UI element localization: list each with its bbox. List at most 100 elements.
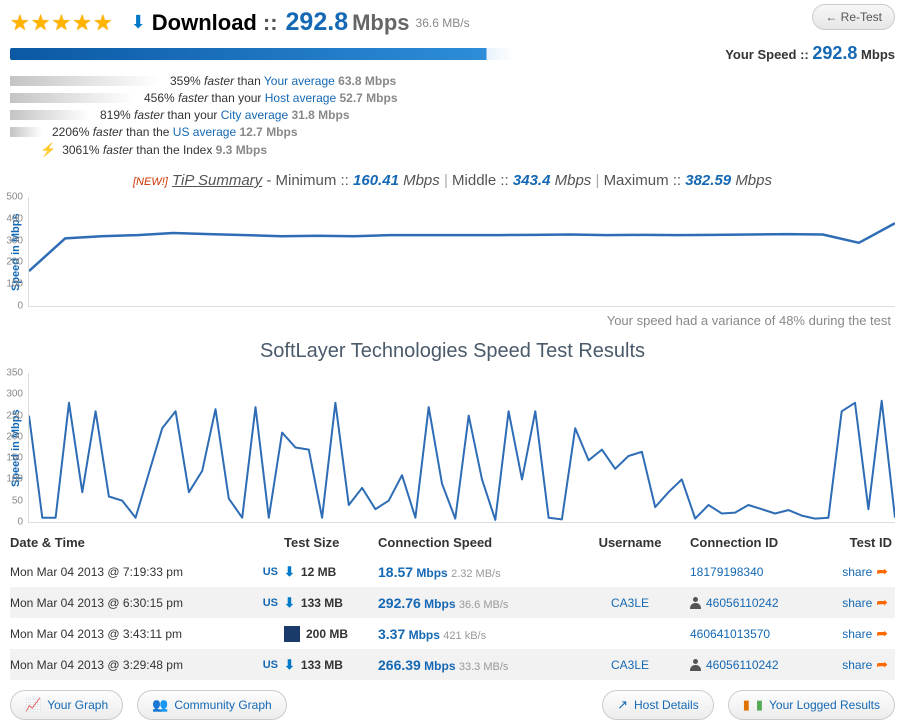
index-than: than the Index (136, 143, 212, 157)
th-connid[interactable]: Connection ID (690, 535, 818, 550)
comparison-row: 819% faster than your City average 31.8 … (10, 108, 895, 122)
tip-min-label: Minimum :: (276, 172, 349, 189)
your-graph-button[interactable]: 📈 Your Graph (10, 690, 123, 720)
table-body: Mon Mar 04 2013 @ 7:19:33 pmUS⬇ 12 MB18.… (10, 556, 895, 680)
share-icon: ➦ (876, 594, 888, 611)
comparison-text: 2206% faster than the US average 12.7 Mb… (52, 125, 298, 139)
bottom-buttons: 📈 Your Graph 👥 Community Graph ↗ Host De… (10, 690, 895, 720)
th-connspeed[interactable]: Connection Speed (378, 535, 570, 550)
tip-max-label: Maximum :: (604, 172, 682, 189)
history-chart: Speed in Mbps 050100150200250300350 (10, 373, 895, 523)
share-icon: ➦ (876, 563, 888, 580)
your-speed-value: 292.8 (812, 43, 857, 63)
cell-datetime: Mon Mar 04 2013 @ 3:43:11 pm (10, 627, 240, 641)
table-header: Date & Time Test Size Connection Speed U… (10, 529, 895, 556)
cell-username[interactable]: CA3LE (570, 658, 690, 672)
cell-speed: 292.76 Mbps 36.6 MB/s (378, 595, 570, 611)
bar-chart-icon: ▮ (743, 697, 750, 713)
separator: :: (263, 10, 278, 36)
rating-stars: ★ ★ ★ ★ ★ (10, 10, 113, 36)
th-datetime[interactable]: Date & Time (10, 535, 240, 550)
table-row: Mon Mar 04 2013 @ 3:43:11 pm 200 MB3.37 … (10, 618, 895, 649)
community-graph-button[interactable]: 👥 Community Graph (137, 690, 287, 720)
speed-bar-row: Your Speed :: 292.8 Mbps (10, 43, 895, 64)
star-icon: ★ (72, 10, 92, 36)
share-icon: ➦ (876, 625, 888, 642)
index-word: faster (103, 143, 133, 157)
retest-button[interactable]: ← Re-Test (812, 4, 895, 30)
host-details-label: Host Details (634, 698, 699, 712)
cell-share[interactable]: share ➦ (818, 656, 892, 673)
download-label: Download (152, 10, 257, 36)
th-username[interactable]: Username (570, 535, 690, 550)
your-speed-unit: Mbps (861, 47, 895, 62)
cell-username[interactable]: CA3LE (570, 596, 690, 610)
comparisons: 359% faster than Your average 63.8 Mbps 4… (10, 74, 895, 139)
comparison-row: 2206% faster than the US average 12.7 Mb… (10, 125, 895, 139)
share-icon: ➦ (876, 656, 888, 673)
comparison-text: 819% faster than your City average 31.8 … (100, 108, 350, 122)
cell-size: 200 MB (284, 626, 378, 642)
person-icon (690, 597, 702, 609)
comparison-link[interactable]: Host average (265, 91, 336, 105)
table-row: Mon Mar 04 2013 @ 6:30:15 pmUS⬇ 133 MB29… (10, 587, 895, 618)
comparison-link[interactable]: US average (173, 125, 236, 139)
cell-share[interactable]: share ➦ (818, 594, 892, 611)
comparison-text: 456% faster than your Host average 52.7 … (144, 91, 398, 105)
comparison-link[interactable]: Your average (264, 74, 335, 88)
comparison-bar (10, 110, 90, 120)
logged-results-button[interactable]: ▮▮ Your Logged Results (728, 690, 895, 720)
cell-location: US (240, 566, 284, 578)
index-comparison: ⚡ 3061% faster than the Index 9.3 Mbps (10, 142, 895, 158)
cell-share[interactable]: share ➦ (818, 563, 892, 580)
cell-location: US (240, 597, 284, 609)
host-details-button[interactable]: ↗ Host Details (602, 690, 714, 720)
cell-speed: 18.57 Mbps 2.32 MB/s (378, 564, 570, 580)
tip-summary: [NEW!] TiP Summary - Minimum :: 160.41 M… (10, 172, 895, 189)
index-avg: 9.3 Mbps (216, 143, 267, 157)
cell-connid[interactable]: 18179198340 (690, 565, 818, 579)
cell-speed: 266.39 Mbps 33.3 MB/s (378, 657, 570, 673)
tip-label: TiP Summary (172, 172, 262, 189)
table-row: Mon Mar 04 2013 @ 3:29:48 pmUS⬇ 133 MB26… (10, 649, 895, 680)
cell-speed: 3.37 Mbps 421 kB/s (378, 626, 570, 642)
comparison-bar (10, 127, 42, 137)
comparison-link[interactable]: City average (221, 108, 288, 122)
your-speed-label: Your Speed :: 292.8 Mbps (725, 43, 895, 64)
results-title: SoftLayer Technologies Speed Test Result… (10, 340, 895, 363)
download-icon: ⬇ (284, 564, 295, 580)
th-testid[interactable]: Test ID (818, 535, 892, 550)
comparison-row: 359% faster than Your average 63.8 Mbps (10, 74, 895, 88)
person-icon (690, 659, 702, 671)
community-icon: 👥 (152, 697, 168, 713)
speed-bar (10, 48, 711, 60)
community-graph-label: Community Graph (174, 698, 271, 712)
external-link-icon: ↗ (617, 697, 628, 713)
chart2-area: 050100150200250300350 (28, 373, 895, 523)
download-arrow-icon: ⬇ (131, 12, 146, 33)
tip-unit: Mbps (555, 172, 592, 189)
cell-connid[interactable]: 46056110242 (690, 658, 818, 672)
tip-mid-val: 343.4 (513, 172, 551, 189)
cell-datetime: Mon Mar 04 2013 @ 3:29:48 pm (10, 658, 240, 672)
download-icon: ⬇ (284, 595, 295, 611)
download-value: 292.8 (286, 8, 349, 37)
tip-unit: Mbps (735, 172, 772, 189)
index-pct: 3061% (62, 143, 99, 157)
download-icon: ⬇ (284, 657, 295, 673)
variance-note: Your speed had a variance of 48% during … (10, 313, 891, 328)
comparison-bar (10, 93, 134, 103)
star-icon: ★ (51, 10, 71, 36)
cell-connid[interactable]: 46056110242 (690, 596, 818, 610)
cell-share[interactable]: share ➦ (818, 625, 892, 642)
download-unit: Mbps (352, 10, 409, 36)
header: ★ ★ ★ ★ ★ ⬇ Download :: 292.8 Mbps 36.6 … (10, 8, 895, 37)
cell-connid[interactable]: 460641013570 (690, 627, 818, 641)
download-sub: 36.6 MB/s (416, 16, 470, 30)
cell-datetime: Mon Mar 04 2013 @ 6:30:15 pm (10, 596, 240, 610)
tip-chart: Speed in Mbps 0100200300400500 (10, 197, 895, 307)
star-icon: ★ (93, 10, 113, 36)
lightning-icon: ⚡ (40, 142, 56, 158)
th-testsize[interactable]: Test Size (284, 535, 378, 550)
tip-max-val: 382.59 (685, 172, 731, 189)
